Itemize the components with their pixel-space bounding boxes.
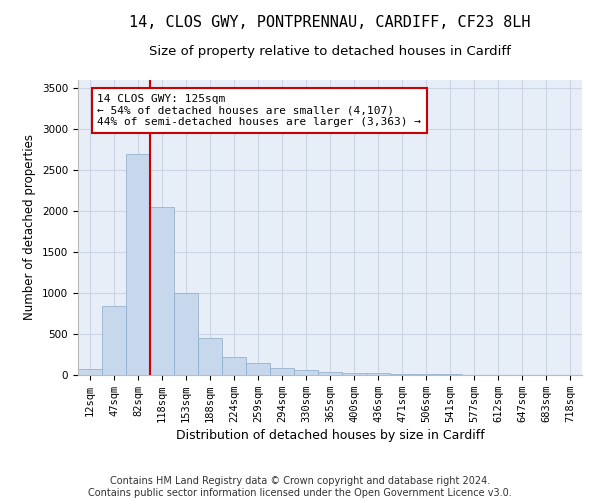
Bar: [294, 370, 318, 375]
Bar: [438, 374, 462, 375]
Text: Size of property relative to detached houses in Cardiff: Size of property relative to detached ho…: [149, 45, 511, 58]
Bar: [342, 372, 366, 375]
Bar: [126, 154, 150, 375]
Text: 14, CLOS GWY, PONTPRENNAU, CARDIFF, CF23 8LH: 14, CLOS GWY, PONTPRENNAU, CARDIFF, CF23…: [129, 15, 531, 30]
Text: Contains HM Land Registry data © Crown copyright and database right 2024.
Contai: Contains HM Land Registry data © Crown c…: [88, 476, 512, 498]
Bar: [414, 374, 438, 375]
Bar: [198, 338, 222, 375]
Bar: [270, 368, 294, 375]
Bar: [78, 369, 102, 375]
Bar: [102, 306, 126, 375]
Bar: [366, 374, 390, 375]
Y-axis label: Number of detached properties: Number of detached properties: [23, 134, 37, 320]
X-axis label: Distribution of detached houses by size in Cardiff: Distribution of detached houses by size …: [176, 429, 484, 442]
Bar: [318, 372, 342, 375]
Bar: [246, 362, 270, 375]
Bar: [150, 207, 174, 375]
Bar: [174, 293, 198, 375]
Text: 14 CLOS GWY: 125sqm
← 54% of detached houses are smaller (4,107)
44% of semi-det: 14 CLOS GWY: 125sqm ← 54% of detached ho…: [97, 94, 421, 127]
Bar: [222, 357, 246, 375]
Bar: [390, 374, 414, 375]
